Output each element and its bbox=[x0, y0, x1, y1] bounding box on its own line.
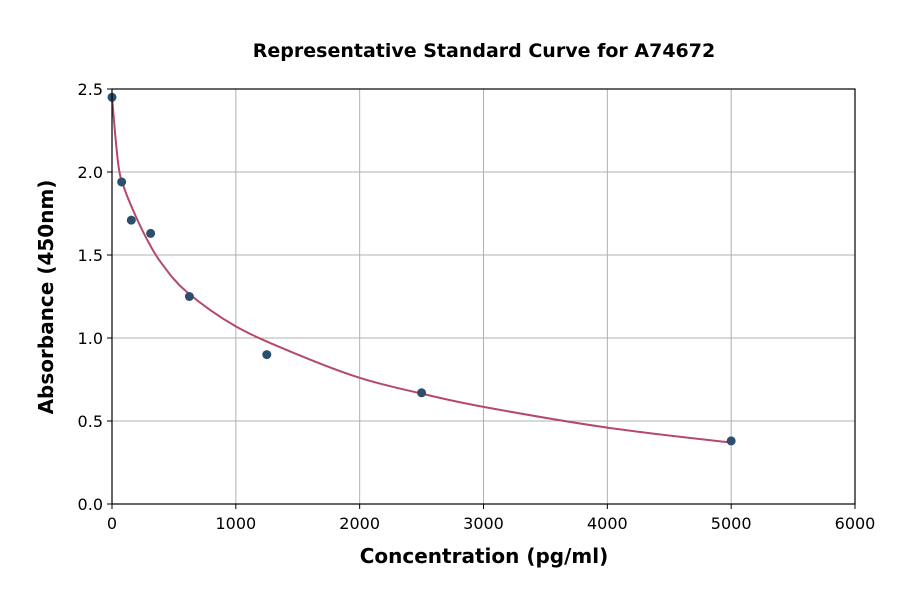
data-point bbox=[117, 177, 127, 187]
data-point bbox=[417, 388, 427, 398]
fit-curve bbox=[111, 97, 732, 444]
x-tick-label: 5000 bbox=[711, 514, 752, 533]
data-point bbox=[184, 292, 194, 301]
x-tick-label: 1000 bbox=[215, 514, 256, 533]
x-tick-label: 0 bbox=[107, 514, 117, 533]
data-point bbox=[262, 350, 272, 360]
y-tick-label: 1.5 bbox=[78, 246, 103, 265]
y-tick-label: 2.5 bbox=[78, 80, 103, 99]
y-axis: 0.0 0.5 1.0 1.5 2.0 2.5 bbox=[78, 80, 112, 514]
x-tick-label: 6000 bbox=[835, 514, 876, 533]
data-point bbox=[126, 215, 136, 225]
data-point bbox=[726, 436, 736, 446]
x-axis-label: Concentration (pg/ml) bbox=[360, 544, 609, 568]
chart-title: Representative Standard Curve for A74672 bbox=[253, 40, 715, 62]
x-axis: 0 1000 2000 3000 4000 5000 6000 bbox=[107, 504, 875, 533]
y-tick-label: 1.0 bbox=[78, 329, 103, 348]
y-tick-label: 0.5 bbox=[78, 412, 103, 431]
data-points bbox=[107, 92, 736, 446]
y-axis-label: Absorbance (450nm) bbox=[34, 180, 58, 415]
x-tick-label: 2000 bbox=[339, 514, 380, 533]
x-tick-label: 4000 bbox=[587, 514, 628, 533]
y-tick-label: 0.0 bbox=[78, 495, 103, 514]
grid bbox=[111, 88, 856, 505]
data-point bbox=[146, 228, 156, 238]
y-tick-label: 2.0 bbox=[78, 163, 103, 182]
fit-curve-layer bbox=[111, 97, 732, 444]
x-tick-label: 3000 bbox=[463, 514, 504, 533]
